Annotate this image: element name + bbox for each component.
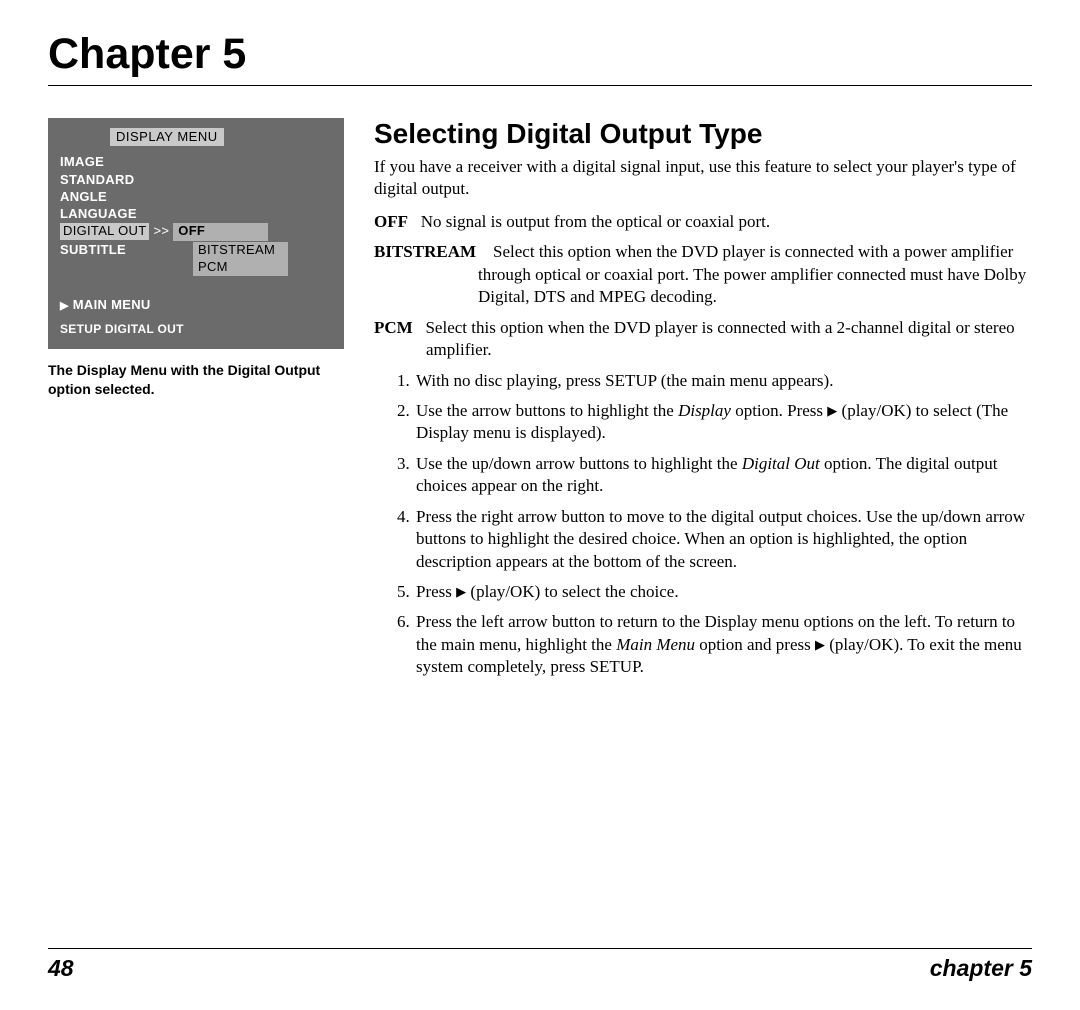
osd-option: BITSTREAM — [193, 242, 288, 259]
definition-pcm: PCM Select this option when the DVD play… — [374, 317, 1032, 362]
section-heading: Selecting Digital Output Type — [374, 118, 1032, 150]
step-item: With no disc playing, press SETUP (the m… — [414, 370, 1032, 392]
definition-bitstream: BITSTREAM Select this option when the DV… — [374, 241, 1032, 308]
page-number: 48 — [48, 955, 74, 982]
step-item: Press the right arrow button to move to … — [414, 506, 1032, 573]
content-row: DISPLAY MENU IMAGE STANDARD ANGLE LANGUA… — [48, 118, 1032, 687]
osd-item: IMAGE — [60, 154, 332, 170]
osd-item: ANGLE — [60, 189, 332, 205]
definition-text: Select this option when the DVD player i… — [425, 318, 1014, 359]
osd-status-line: SETUP DIGITAL OUT — [60, 322, 332, 337]
osd-main-menu-label: MAIN MENU — [73, 297, 151, 312]
definition-term: BITSTREAM — [374, 242, 476, 261]
right-triangle-icon: ▶ — [60, 300, 69, 312]
step-item: Press ▶ (play/OK) to select the choice. — [414, 581, 1032, 603]
osd-item-selected: DIGITAL OUT — [60, 223, 149, 239]
left-column: DISPLAY MENU IMAGE STANDARD ANGLE LANGUA… — [48, 118, 344, 399]
definition-text: No signal is output from the optical or … — [421, 212, 770, 231]
footer-chapter-label: chapter 5 — [930, 955, 1032, 982]
figure-caption: The Display Menu with the Digital Output… — [48, 361, 344, 399]
page-footer: 48 chapter 5 — [48, 948, 1032, 982]
definition-off: OFF No signal is output from the optical… — [374, 211, 1032, 233]
intro-paragraph: If you have a receiver with a digital si… — [374, 156, 1032, 201]
step-item: Use the up/down arrow buttons to highlig… — [414, 453, 1032, 498]
definition-text: Select this option when the DVD player i… — [478, 242, 1026, 306]
osd-title: DISPLAY MENU — [110, 128, 224, 146]
osd-item: SUBTITLE — [60, 242, 173, 258]
osd-main-menu: ▶ MAIN MENU — [60, 297, 332, 314]
steps-list: With no disc playing, press SETUP (the m… — [374, 370, 1032, 679]
osd-item: STANDARD — [60, 172, 332, 188]
osd-panel: DISPLAY MENU IMAGE STANDARD ANGLE LANGUA… — [48, 118, 344, 349]
osd-submenu: BITSTREAM PCM — [193, 242, 288, 277]
osd-option: PCM — [193, 259, 288, 276]
definition-term: OFF — [374, 212, 408, 231]
osd-option-selected: OFF — [173, 223, 268, 240]
osd-item-selected-row: DIGITAL OUT >> OFF — [60, 223, 332, 240]
osd-items: IMAGE STANDARD ANGLE LANGUAGE DIGITAL OU… — [60, 154, 332, 277]
osd-item: LANGUAGE — [60, 206, 332, 222]
step-item: Use the arrow buttons to highlight the D… — [414, 400, 1032, 445]
chapter-heading: Chapter 5 — [48, 30, 1032, 86]
osd-item-row: SUBTITLE BITSTREAM PCM — [60, 242, 332, 278]
osd-arrow-icon: >> — [153, 223, 169, 239]
step-item: Press the left arrow button to return to… — [414, 611, 1032, 678]
definition-term: PCM — [374, 318, 413, 337]
right-column: Selecting Digital Output Type If you hav… — [374, 118, 1032, 687]
